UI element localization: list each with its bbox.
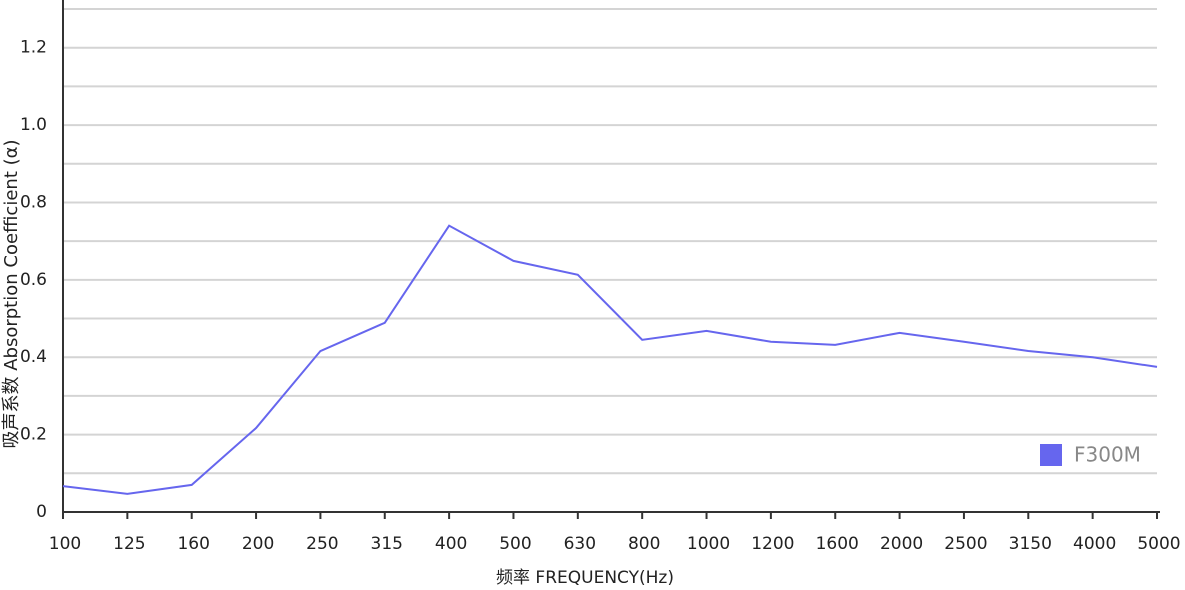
x-axis-title: 频率 FREQUENCY(Hz) [496,568,674,588]
data-line [62,224,1158,495]
y-tick-label: 0.2 [20,425,47,445]
x-tick-label: 125 [113,534,145,554]
x-tick-label: 2000 [880,534,923,554]
x-tick-label: 1200 [751,534,794,554]
y-tick-label: 0.8 [20,192,47,212]
y-tick-label: 1.2 [20,38,47,58]
y-tick-label: 0.4 [20,347,47,367]
y-tick-label: 0 [36,502,47,522]
legend-swatch [1040,444,1062,466]
x-tick-label: 250 [306,534,338,554]
x-tick-label: 315 [371,534,403,554]
x-tick-label: 2500 [944,534,987,554]
x-tick-label: 1600 [816,534,859,554]
x-tick-label: 800 [628,534,660,554]
y-tick-label: 0.6 [20,270,47,290]
x-tick-label: 200 [242,534,274,554]
y-axis-title: 吸声系数 Absorption Coefficient (α) [1,139,22,448]
x-tick-label: 3150 [1009,534,1052,554]
legend-label: F300M [1074,443,1141,467]
x-tick-label: 1000 [687,534,730,554]
x-tick-label: 160 [177,534,209,554]
x-tick-label: 400 [435,534,467,554]
x-tick-label: 100 [49,534,81,554]
x-tick-label: 5000 [1137,534,1180,554]
x-tick-label: 500 [499,534,531,554]
y-tick-label: 1.0 [20,115,47,135]
x-tick-label: 630 [564,534,596,554]
x-tick-label: 4000 [1073,534,1116,554]
